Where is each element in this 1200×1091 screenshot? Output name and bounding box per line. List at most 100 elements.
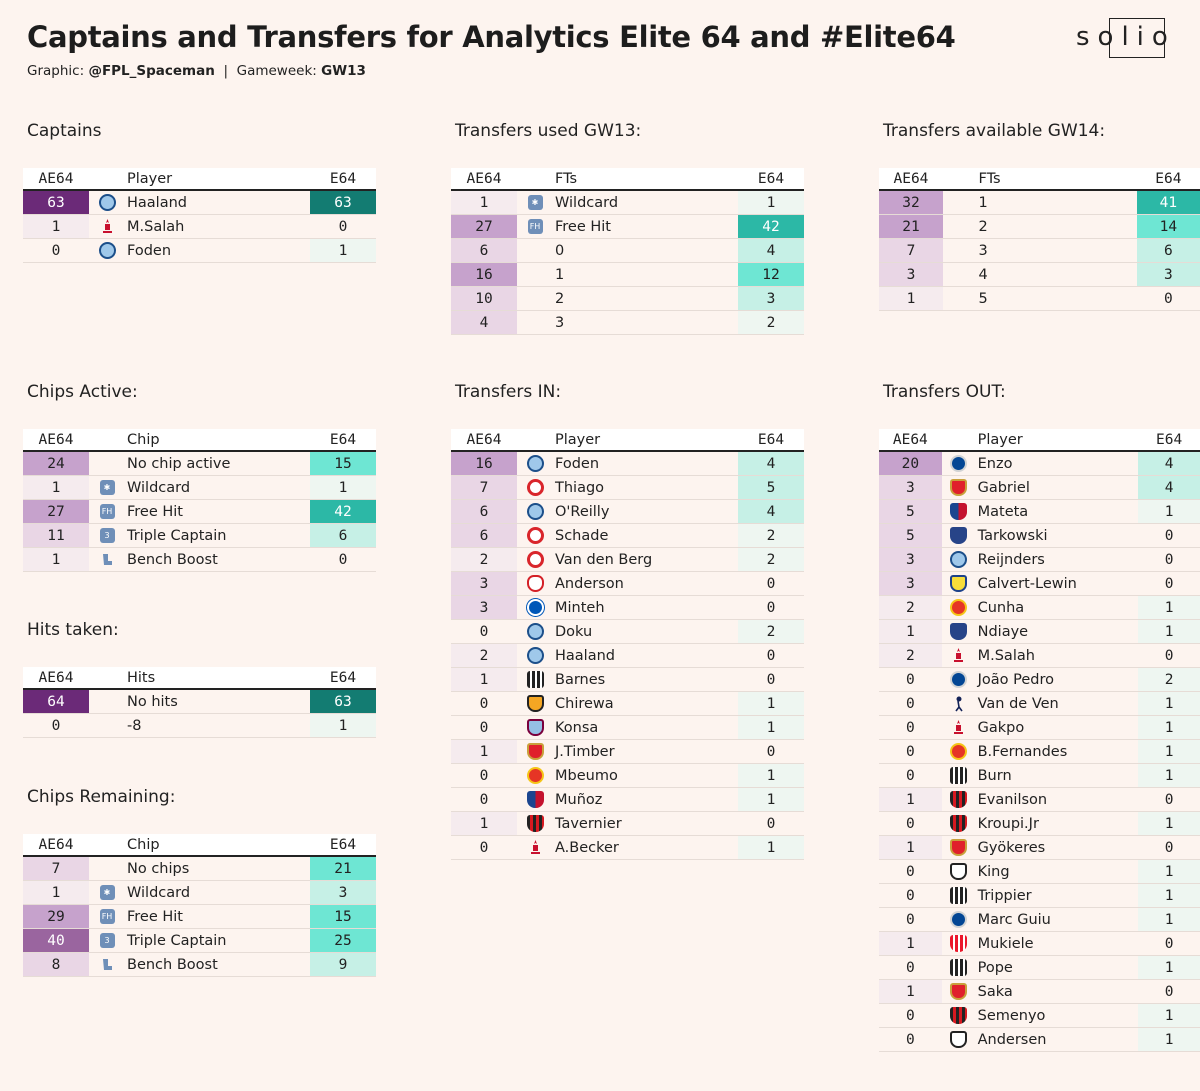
table-row: 1 Evanilson 0 (879, 787, 1200, 812)
table-row: 0 Doku 2 (451, 619, 804, 644)
arsenal-crest-icon (526, 743, 544, 760)
icon-cell (941, 1027, 976, 1052)
label-cell: Van de Ven (975, 691, 1139, 716)
column-header-name: Hits (125, 667, 310, 690)
column-header-e64: E64 (1136, 168, 1200, 191)
column-header-e64: E64 (310, 667, 376, 690)
e64-count-cell: 0 (1136, 286, 1200, 311)
icon-cell (941, 1003, 976, 1028)
label-cell: Konsa (553, 715, 738, 740)
icon-cell (941, 595, 976, 620)
ae64-count-cell: 3 (879, 547, 942, 572)
icon-cell: FH (89, 499, 125, 524)
icon-cell (517, 691, 553, 716)
e64-count-cell: 42 (310, 499, 376, 524)
label-cell: O'Reilly (553, 499, 738, 524)
section-title: Transfers OUT: (883, 382, 1006, 402)
label-cell: Trippier (975, 883, 1139, 908)
icon-cell (941, 523, 976, 548)
ae64-count-cell: 1 (23, 475, 89, 500)
ae64-count-cell: 0 (451, 835, 517, 860)
table-row: 11 3 Triple Captain 6 (23, 523, 376, 548)
icon-cell (941, 979, 976, 1004)
e64-count-cell: 1 (1138, 811, 1200, 836)
table-row: 0 Trippier 1 (879, 883, 1200, 908)
label-cell: Wildcard (553, 190, 738, 215)
column-header-icon (941, 429, 976, 452)
label-cell: Free Hit (125, 499, 310, 524)
e64-count-cell: 2 (738, 619, 804, 644)
ae64-count-cell: 8 (23, 952, 89, 977)
e64-count-cell: 1 (1138, 739, 1200, 764)
man-city-crest-icon (98, 194, 116, 211)
ae64-count-cell: 3 (451, 595, 517, 620)
brentford-crest-icon (526, 527, 544, 544)
e64-count-cell: 0 (1138, 643, 1200, 668)
ae64-count-cell: 0 (23, 713, 89, 738)
label-cell: 5 (976, 286, 1137, 311)
ae64-count-cell: 1 (879, 835, 942, 860)
e64-count-cell: 4 (1138, 451, 1200, 476)
section-title: Chips Remaining: (27, 787, 176, 807)
ae64-count-cell: 64 (23, 689, 89, 714)
icon-cell (941, 955, 976, 980)
e64-count-cell: 1 (1138, 859, 1200, 884)
icon-cell (941, 811, 976, 836)
ae64-count-cell: 0 (879, 667, 942, 692)
icon-cell (941, 907, 976, 932)
ae64-count-cell: 1 (23, 880, 89, 905)
icon-cell (517, 310, 553, 335)
e64-count-cell: 6 (1136, 238, 1200, 263)
e64-count-cell: 1 (1138, 715, 1200, 740)
e64-count-cell: 4 (1138, 475, 1200, 500)
table-row: 0 Marc Guiu 1 (879, 907, 1200, 932)
liverpool-crest-icon (99, 218, 116, 235)
column-header-ae64: AE64 (23, 429, 89, 452)
man-utd-crest-icon (950, 743, 968, 760)
label-cell: 3 (553, 310, 738, 335)
column-header-ae64: AE64 (23, 834, 89, 857)
table-row: 0 Konsa 1 (451, 715, 804, 740)
fulham-crest-icon (950, 863, 968, 880)
everton-crest-icon (950, 623, 968, 640)
ae64-count-cell: 1 (879, 619, 942, 644)
stats-table: AE64 FTs E64 1 ✱ Wildcard 1 27 FH Free Hit 42 6 0 4 16… (451, 168, 804, 335)
label-cell: Semenyo (975, 1003, 1139, 1028)
label-cell: Free Hit (125, 904, 310, 929)
column-header-ae64: AE64 (451, 168, 517, 191)
page-title: Captains and Transfers for Analytics Eli… (27, 20, 956, 54)
header-row: AE64 Chip E64 (23, 834, 376, 857)
column-header-icon (89, 834, 125, 857)
table-row: 7 No chips 21 (23, 856, 376, 881)
column-header-name: FTs (553, 168, 738, 191)
author-handle: @FPL_Spaceman (88, 63, 215, 79)
ae64-count-cell: 0 (879, 955, 942, 980)
icon-cell: FH (89, 904, 125, 929)
label-cell: -8 (125, 713, 310, 738)
ae64-count-cell: 1 (23, 214, 89, 239)
e64-count-cell: 3 (1136, 262, 1200, 287)
table-row: 2 M.Salah 0 (879, 643, 1200, 668)
crystal-palace-crest-icon (526, 791, 544, 808)
icon-cell (517, 475, 553, 500)
label-cell: No chips (125, 856, 310, 881)
table-row: 8 Bench Boost 9 (23, 952, 376, 977)
graphic-label: Graphic: (27, 63, 85, 79)
table-row: 0 Pope 1 (879, 955, 1200, 980)
section-title: Hits taken: (27, 620, 119, 640)
section-title: Transfers IN: (455, 382, 562, 402)
label-cell: Foden (125, 238, 310, 263)
column-header-e64: E64 (738, 168, 804, 191)
e64-count-cell: 0 (738, 667, 804, 692)
table-row: 0 A.Becker 1 (451, 835, 804, 860)
icon-cell (517, 523, 553, 548)
e64-count-cell: 2 (738, 310, 804, 335)
table-row: 6 Schade 2 (451, 523, 804, 548)
icon-cell (941, 571, 976, 596)
table-row: 2 Haaland 0 (451, 643, 804, 668)
label-cell: Marc Guiu (975, 907, 1139, 932)
ae64-count-cell: 2 (451, 643, 517, 668)
table-row: 0 B.Fernandes 1 (879, 739, 1200, 764)
e64-count-cell: 9 (310, 952, 376, 977)
